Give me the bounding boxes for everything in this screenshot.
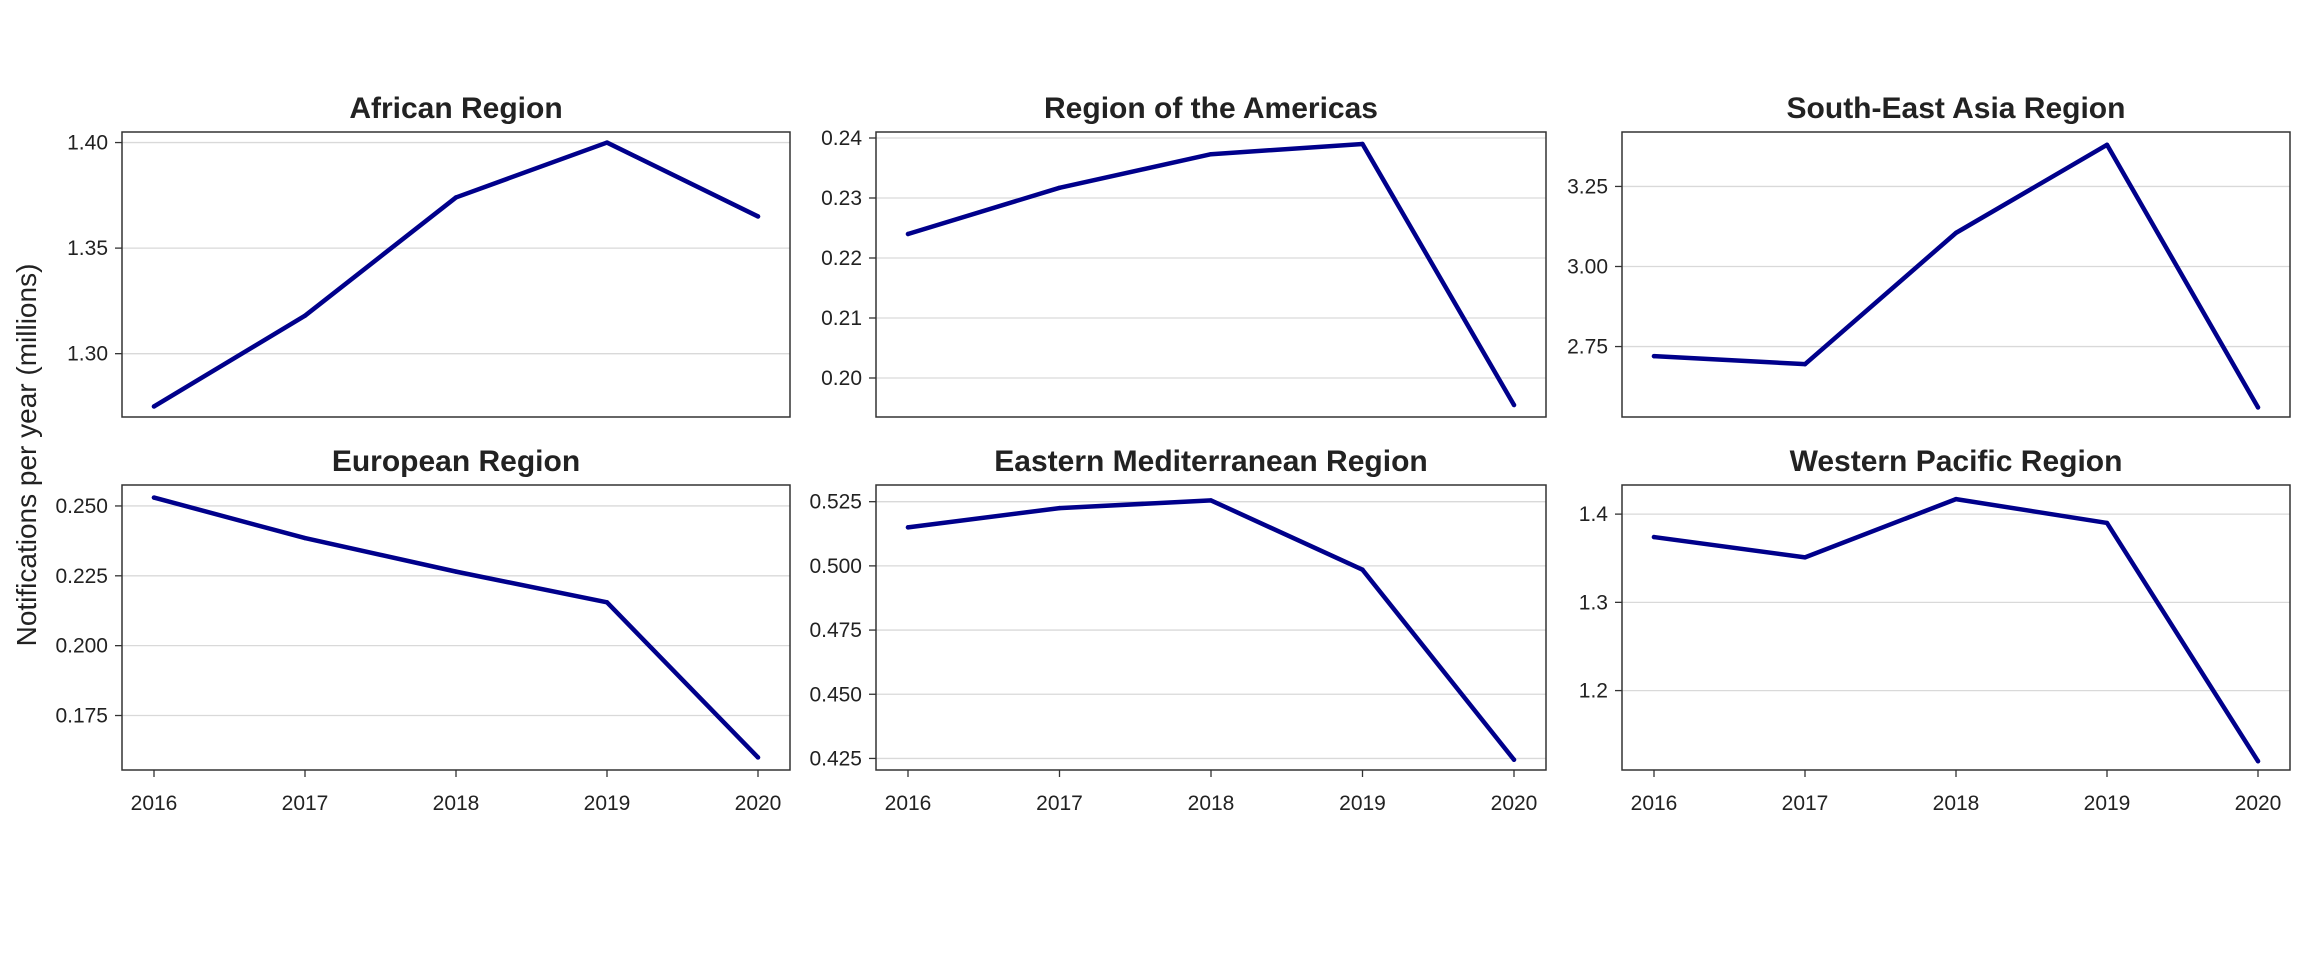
panel-frame [121, 484, 791, 771]
y-tick-label: 0.500 [809, 555, 862, 578]
data-point [302, 535, 308, 541]
y-tick-label: 0.200 [55, 635, 108, 658]
x-tick-label: 2016 [885, 792, 932, 815]
y-axis-label: Notifications per year (millions) [11, 264, 42, 647]
x-tick-label: 2020 [2235, 792, 2282, 815]
data-point [1057, 185, 1062, 190]
y-tick-label: 3.00 [1567, 255, 1608, 278]
y-tick-label: 0.225 [55, 565, 108, 588]
y-tick-label: 0.450 [809, 683, 862, 706]
y-tick-label: 0.21 [821, 307, 862, 330]
data-point [1651, 353, 1657, 359]
series-line [151, 495, 761, 760]
data-point [1651, 534, 1657, 540]
series-line [905, 141, 1517, 408]
x-tick-label: 2018 [1188, 792, 1235, 815]
data-point [151, 404, 157, 409]
y-tick-label: 0.475 [809, 619, 862, 642]
x-tick-label: 2017 [1036, 792, 1083, 815]
panel-frame [1621, 131, 2291, 418]
y-tick-label: 0.525 [809, 491, 862, 514]
y-tick-label: 1.4 [1579, 503, 1609, 526]
panel-3: South-East Asia Region 2.75 3.00 3.25 [1567, 92, 2291, 418]
data-point [453, 569, 459, 574]
y-tick-label: 1.35 [67, 237, 108, 260]
y-tick-label: 3.25 [1567, 175, 1608, 198]
panels-container: African Region 1.30 1.35 1.40 Region of the … [55, 92, 2291, 815]
data-point [453, 195, 459, 200]
data-point [1511, 402, 1517, 408]
data-point [604, 140, 610, 145]
panel-title: Eastern Mediterranean Region [994, 445, 1427, 478]
data-point [1511, 757, 1517, 762]
data-point [151, 495, 157, 500]
x-tick-label: 2019 [1339, 792, 1386, 815]
series-line [1651, 496, 2261, 764]
data-point [1953, 230, 1959, 236]
y-tick-label: 0.250 [55, 495, 108, 518]
data-point [1802, 555, 1808, 560]
panel-frame [121, 131, 791, 418]
x-tick-label: 2017 [1782, 792, 1829, 815]
data-point [1208, 498, 1214, 503]
series-line [151, 140, 761, 409]
panel-title: South-East Asia Region [1787, 92, 2126, 125]
data-point [1802, 361, 1808, 367]
data-point [2255, 758, 2261, 764]
panel-5: Eastern Mediterranean Region 0.425 0.450 0.… [809, 445, 1547, 815]
y-tick-label: 0.22 [821, 247, 862, 270]
data-point [905, 231, 911, 237]
data-point [1953, 496, 1959, 502]
x-tick-label: 2019 [584, 792, 631, 815]
y-tick-label: 1.2 [1579, 680, 1608, 703]
y-tick-label: 0.425 [809, 747, 862, 770]
y-tick-label: 0.23 [821, 187, 862, 210]
data-point [604, 600, 610, 605]
data-point [302, 313, 308, 318]
panel-6: Western Pacific Region 1.2 1.3 1.4 2016 2017 2… [1579, 445, 2291, 815]
y-tick-label: 1.3 [1579, 591, 1608, 614]
data-point [1057, 505, 1062, 511]
data-point [1360, 141, 1365, 147]
y-tick-label: 1.40 [67, 132, 108, 155]
x-tick-label: 2019 [2084, 792, 2131, 815]
panel-2: Region of the Americas 0.20 0.21 0.22 0.23 0.… [821, 92, 1547, 418]
panel-title: Western Pacific Region [1790, 445, 2123, 478]
data-point [755, 755, 761, 760]
panel-title: African Region [349, 92, 562, 125]
panel-frame [1621, 484, 2291, 771]
x-tick-label: 2017 [282, 792, 329, 815]
data-point [2104, 520, 2110, 526]
series-line [1651, 142, 2261, 410]
data-point [1360, 567, 1365, 572]
x-tick-label: 2016 [1631, 792, 1678, 815]
data-point [905, 525, 911, 530]
y-tick-label: 0.24 [821, 127, 862, 150]
x-tick-label: 2018 [1933, 792, 1980, 815]
y-tick-label: 1.30 [67, 343, 108, 366]
data-point [2255, 405, 2261, 410]
panel-4: European Region 0.175 0.200 0.225 0.250 2016 2… [55, 445, 791, 815]
panel-frame [875, 131, 1547, 418]
x-tick-label: 2020 [1491, 792, 1538, 815]
x-tick-label: 2016 [131, 792, 178, 815]
y-tick-label: 2.75 [1567, 336, 1608, 359]
panel-1: African Region 1.30 1.35 1.40 [67, 92, 791, 418]
x-tick-label: 2020 [735, 792, 782, 815]
data-point [755, 214, 761, 219]
panel-frame [875, 484, 1547, 771]
data-point [2104, 142, 2110, 148]
panel-title: Region of the Americas [1044, 92, 1378, 125]
x-tick-label: 2018 [433, 792, 480, 815]
y-tick-label: 0.20 [821, 367, 862, 390]
y-tick-label: 0.175 [55, 705, 108, 728]
data-point [1208, 152, 1214, 157]
panel-title: European Region [332, 445, 580, 478]
